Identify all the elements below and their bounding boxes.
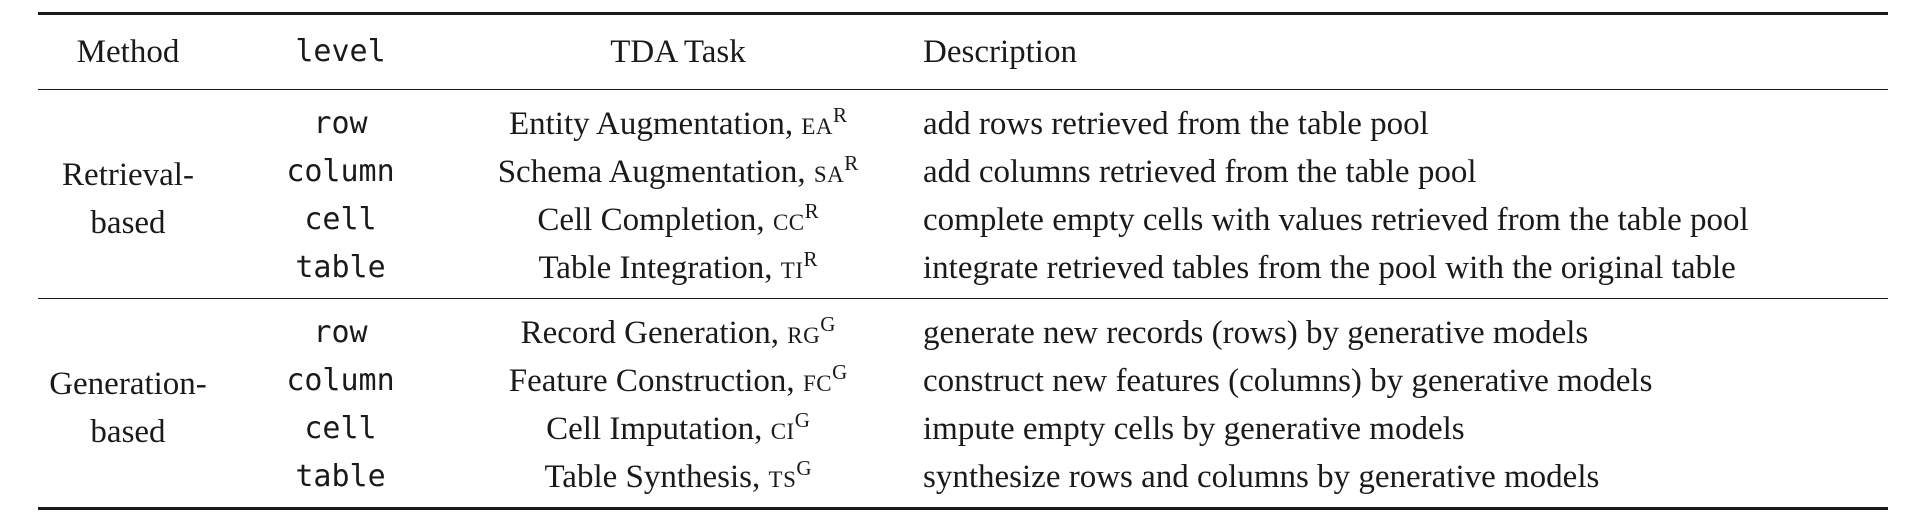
task-cell: Table Integration, TIR: [463, 244, 893, 299]
task-abbr: EA: [801, 106, 834, 142]
task-abbr: CI: [770, 411, 795, 447]
task-cell: Cell Completion, CCR: [463, 196, 893, 244]
description-cell: add rows retrieved from the table pool: [923, 106, 1429, 142]
task-name: Feature Construction,: [508, 363, 803, 399]
table-row: Generation- based row Record Generation,…: [38, 298, 1888, 450]
task-cell: Record Generation, RGG: [463, 299, 893, 358]
header-task: TDA Task: [610, 34, 746, 70]
level-cell: row: [313, 315, 368, 350]
task-cell: Schema Augmentation, SAR: [463, 148, 893, 196]
task-sup: G: [832, 360, 848, 384]
method-cell-retrieval: Retrieval- based: [38, 90, 218, 299]
task-cell: Feature Construction, FCG: [463, 357, 893, 405]
level-cell: column: [286, 363, 395, 398]
table-row: column Schema Augmentation, SAR add colu…: [38, 148, 1888, 196]
group-generation: Generation- based row Record Generation,…: [38, 298, 1888, 509]
level-cell: column: [286, 154, 395, 189]
table-row: Retrieval- based row Entity Augmentation…: [38, 89, 1888, 241]
table-row: table Table Synthesis, TSG synthesize ro…: [38, 453, 1888, 509]
task-abbr: SA: [813, 154, 845, 190]
method-cell-generation: Generation- based: [38, 299, 218, 509]
level-cell: table: [295, 459, 386, 494]
task-cell: Entity Augmentation, EAR: [463, 90, 893, 149]
level-cell: cell: [304, 411, 377, 446]
description-cell: generate new records (rows) by generativ…: [923, 315, 1589, 351]
task-abbr: CC: [772, 202, 805, 238]
task-cell: Table Synthesis, TSG: [463, 453, 893, 509]
level-cell: cell: [304, 202, 377, 237]
description-cell: complete empty cells with values retriev…: [923, 202, 1749, 238]
description-cell: synthesize rows and columns by generativ…: [923, 459, 1600, 495]
description-cell: integrate retrieved tables from the pool…: [923, 250, 1736, 286]
task-name: Cell Completion,: [537, 202, 773, 238]
task-abbr: TS: [768, 459, 797, 495]
method-label-line2: based: [90, 414, 166, 450]
task-name: Cell Imputation,: [546, 411, 771, 447]
level-cell: row: [313, 106, 368, 141]
method-label-line1: Retrieval-: [62, 157, 194, 193]
method-label-line1: Generation-: [49, 366, 207, 402]
task-name: Table Integration,: [538, 250, 781, 286]
description-cell: impute empty cells by generative models: [923, 411, 1465, 447]
task-sup: R: [804, 199, 819, 223]
table-row: table Table Integration, TIR integrate r…: [38, 244, 1888, 299]
table-row: column Feature Construction, FCG constru…: [38, 357, 1888, 405]
task-name: Schema Augmentation,: [497, 154, 814, 190]
description-cell: construct new features (columns) by gene…: [923, 363, 1653, 399]
task-abbr: FC: [802, 363, 833, 399]
task-abbr: TI: [780, 250, 804, 286]
task-sup: R: [844, 151, 859, 175]
task-sup: R: [833, 103, 848, 127]
tda-table-container: Method level TDA Task Description Retrie…: [38, 12, 1888, 510]
task-sup: R: [803, 247, 818, 271]
method-label-line2: based: [90, 205, 166, 241]
task-sup: G: [820, 312, 836, 336]
tda-taxonomy-table: Method level TDA Task Description Retrie…: [38, 12, 1888, 510]
level-cell: table: [295, 250, 386, 285]
header-level: level: [295, 34, 386, 69]
task-name: Record Generation,: [520, 315, 788, 351]
group-retrieval: Retrieval- based row Entity Augmentation…: [38, 89, 1888, 299]
table-row: cell Cell Imputation, CIG impute empty c…: [38, 405, 1888, 453]
task-name: Entity Augmentation,: [508, 106, 802, 142]
description-cell: add columns retrieved from the table poo…: [923, 154, 1477, 190]
task-sup: G: [794, 408, 810, 432]
task-sup: G: [796, 456, 812, 480]
header-row: Method level TDA Task Description: [38, 13, 1888, 90]
header-method: Method: [76, 34, 180, 70]
task-cell: Cell Imputation, CIG: [463, 405, 893, 453]
header-description: Description: [923, 34, 1077, 70]
task-abbr: RG: [787, 315, 821, 351]
table-row: cell Cell Completion, CCR complete empty…: [38, 196, 1888, 244]
task-name: Table Synthesis,: [544, 459, 769, 495]
